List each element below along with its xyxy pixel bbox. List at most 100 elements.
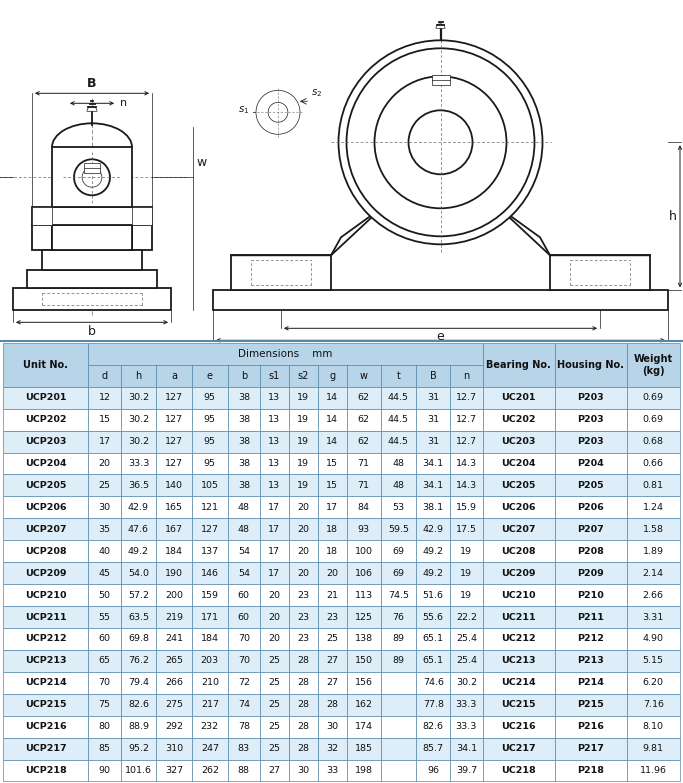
Bar <box>192 474 227 496</box>
Bar <box>213 290 668 310</box>
Bar <box>416 628 450 650</box>
Bar <box>121 650 156 672</box>
Bar <box>42 251 142 270</box>
Text: P205: P205 <box>578 481 604 490</box>
Text: 38: 38 <box>238 437 250 446</box>
Text: P206: P206 <box>577 503 604 512</box>
Text: 62: 62 <box>358 437 370 446</box>
Bar <box>289 540 318 562</box>
Bar <box>482 584 555 606</box>
Bar <box>121 540 156 562</box>
Text: 167: 167 <box>165 525 183 534</box>
Text: 71: 71 <box>358 481 370 490</box>
Bar <box>346 694 380 716</box>
Bar <box>192 760 227 781</box>
Text: 82.6: 82.6 <box>128 700 149 709</box>
Text: UCP218: UCP218 <box>25 766 67 775</box>
Bar <box>450 650 482 672</box>
Bar <box>555 760 627 781</box>
Text: 210: 210 <box>201 678 219 687</box>
Bar <box>227 453 260 474</box>
Text: 1.89: 1.89 <box>643 547 664 556</box>
Text: 49.2: 49.2 <box>423 568 444 578</box>
Bar <box>416 496 450 518</box>
Text: 55: 55 <box>98 612 111 622</box>
Text: b: b <box>88 325 96 338</box>
Bar <box>88 343 482 365</box>
Text: 74.5: 74.5 <box>388 590 409 600</box>
Bar <box>627 453 680 474</box>
Bar <box>380 628 416 650</box>
Bar <box>192 584 227 606</box>
Text: 2.66: 2.66 <box>643 590 664 600</box>
Text: 241: 241 <box>165 634 183 644</box>
Bar <box>380 584 416 606</box>
Bar <box>88 453 121 474</box>
Bar <box>3 760 88 781</box>
Bar <box>450 760 482 781</box>
Bar <box>627 628 680 650</box>
Bar <box>289 562 318 584</box>
Bar <box>289 672 318 694</box>
Bar <box>88 760 121 781</box>
Bar <box>346 760 380 781</box>
Text: 71: 71 <box>358 459 370 468</box>
Text: 53: 53 <box>392 503 404 512</box>
Text: 89: 89 <box>393 634 404 644</box>
Bar <box>289 474 318 496</box>
Text: n: n <box>120 99 127 108</box>
Bar <box>121 694 156 716</box>
Bar <box>482 606 555 628</box>
Bar <box>260 584 289 606</box>
Text: t: t <box>396 371 400 381</box>
Bar <box>318 672 346 694</box>
Bar <box>318 518 346 540</box>
Text: 15: 15 <box>326 481 338 490</box>
Text: UCP212: UCP212 <box>25 634 67 644</box>
Bar <box>156 474 192 496</box>
Text: 34.1: 34.1 <box>423 481 444 490</box>
Bar <box>380 672 416 694</box>
Text: 17: 17 <box>268 568 281 578</box>
Text: 42.9: 42.9 <box>423 525 444 534</box>
Bar <box>482 431 555 453</box>
Text: UCP210: UCP210 <box>25 590 67 600</box>
Bar <box>416 540 450 562</box>
Bar <box>450 716 482 738</box>
Bar <box>346 518 380 540</box>
Text: 30.2: 30.2 <box>128 415 149 424</box>
Bar <box>450 672 482 694</box>
Bar <box>318 474 346 496</box>
Text: 138: 138 <box>354 634 373 644</box>
Text: 13: 13 <box>268 393 281 402</box>
Bar <box>88 562 121 584</box>
Bar <box>88 694 121 716</box>
Bar <box>227 474 260 496</box>
Text: 127: 127 <box>165 437 183 446</box>
Bar <box>318 365 346 387</box>
Bar <box>555 738 627 760</box>
Text: 33.3: 33.3 <box>456 722 477 731</box>
Text: UCP213: UCP213 <box>25 656 67 666</box>
Text: 38: 38 <box>238 481 250 490</box>
Text: 20: 20 <box>268 612 281 622</box>
Bar <box>260 474 289 496</box>
Text: Dimensions    mm: Dimensions mm <box>238 349 333 359</box>
Bar <box>555 672 627 694</box>
Bar <box>380 518 416 540</box>
Text: 82.6: 82.6 <box>423 722 444 731</box>
Text: 44.5: 44.5 <box>388 393 409 402</box>
Bar <box>482 474 555 496</box>
Text: 54: 54 <box>238 568 250 578</box>
Bar <box>88 496 121 518</box>
Bar <box>227 518 260 540</box>
Text: UC210: UC210 <box>501 590 536 600</box>
Text: 198: 198 <box>354 766 373 775</box>
Bar <box>346 431 380 453</box>
Text: 95.2: 95.2 <box>128 744 149 753</box>
Text: P204: P204 <box>577 459 604 468</box>
Text: 35: 35 <box>98 525 111 534</box>
Text: 65: 65 <box>98 656 111 666</box>
Bar <box>482 496 555 518</box>
Bar <box>156 540 192 562</box>
